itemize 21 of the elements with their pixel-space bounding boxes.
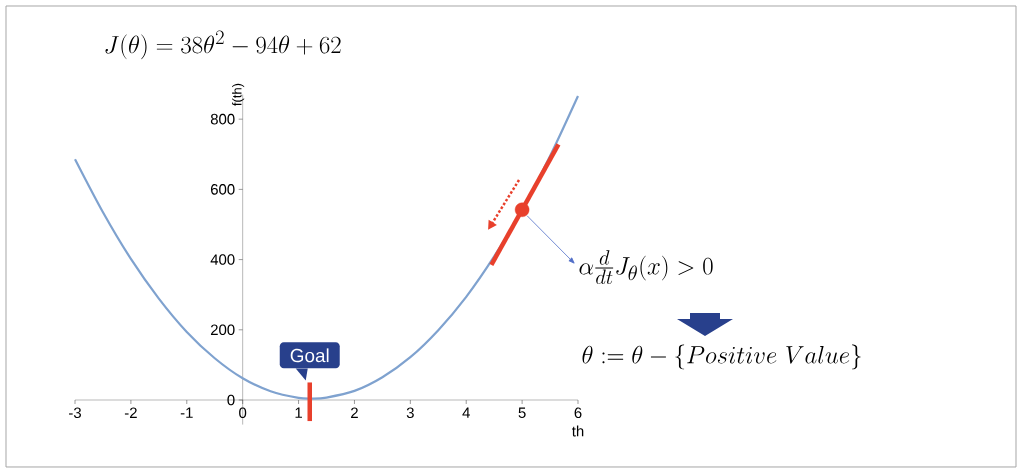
x-axis-title: th [571, 425, 584, 437]
x-tick-label: 1 [295, 407, 302, 418]
text: $\theta := \theta - \{Positive\ Value\}$ [582, 344, 861, 370]
x-tick-label: 6 [574, 407, 582, 419]
x-tick-label: 5 [518, 407, 526, 418]
chart-title: $J(\theta) = 38\theta^2 - 94\theta + 62$ [105, 30, 341, 60]
x-tick-label: 2 [351, 407, 358, 418]
annotation: Goal [290, 348, 329, 363]
x-tick-label: 4 [462, 407, 470, 418]
x-tick-label: -3 [69, 407, 81, 419]
y-tick-label: 200 [210, 324, 235, 336]
y-tick-label: 600 [210, 184, 235, 195]
x-tick-label: -1 [180, 407, 193, 418]
y-tick-label: 800 [210, 113, 235, 125]
x-tick-label: 0 [239, 407, 247, 419]
y-axis-title: f(th) [232, 83, 245, 106]
x-tick-label: 3 [406, 407, 414, 419]
y-tick-label: 400 [210, 254, 235, 265]
y-tick-label: 0 [227, 394, 235, 406]
annotation: $\alpha \frac{d}{dt} J_{\theta}(x) > 0$ [579, 250, 713, 285]
x-tick-label: -2 [124, 407, 137, 418]
